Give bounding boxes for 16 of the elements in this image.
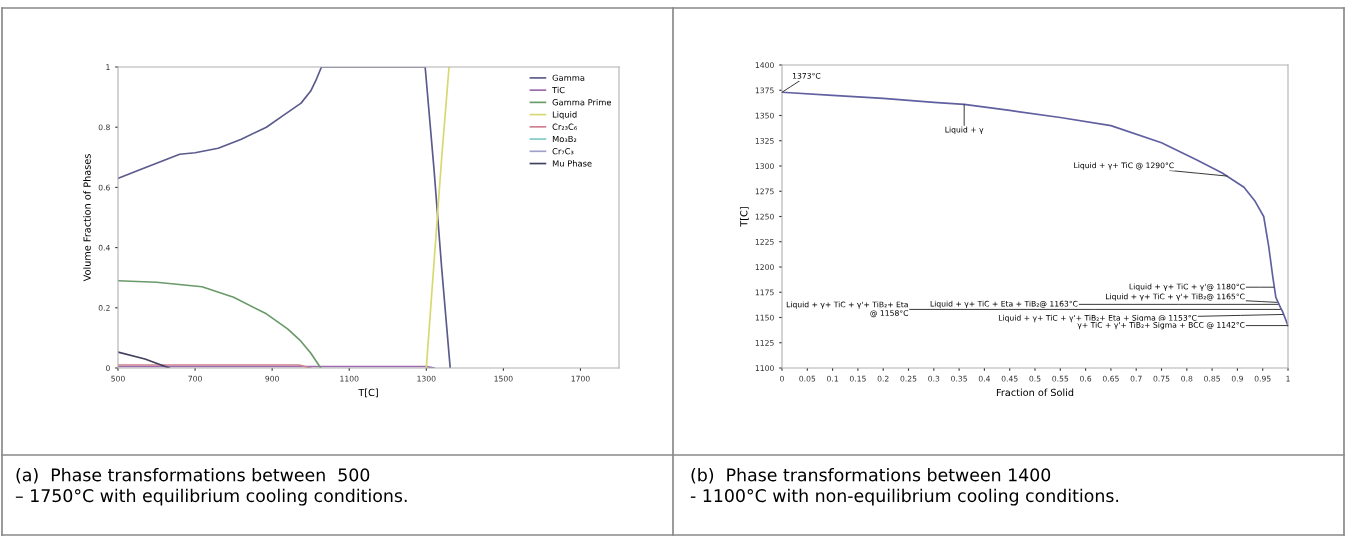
legend-label: Mo₃B₂: [552, 135, 577, 143]
legend-label: Cr₇C₃: [552, 148, 574, 155]
legend-label: Gamma: [552, 74, 585, 81]
y-axis-title: T[C]: [739, 207, 749, 227]
legend-label: Cr₂₃C₆: [552, 123, 577, 130]
text: (a) Phase transformations between 500 – 1750°C with equilibrium cooling conditions.: [15, 468, 407, 506]
legend-label: Mu Phase: [552, 160, 592, 167]
line-series: [118, 279, 322, 368]
legend-label: Liquid: [552, 111, 577, 120]
y-axis-title: Volume Fraction of Phases: [83, 154, 91, 282]
legend-label: Gamma Prime: [552, 98, 612, 106]
x-axis-title: T[C]: [358, 388, 378, 398]
line-series: [425, 67, 450, 368]
x-axis-title: Fraction of Solid: [996, 388, 1074, 397]
text: (b) Phase transformations between 1400 - 1100°C with non-equilibrium cooling conditions.: [690, 468, 1119, 506]
legend-label: TiC: [552, 86, 565, 94]
